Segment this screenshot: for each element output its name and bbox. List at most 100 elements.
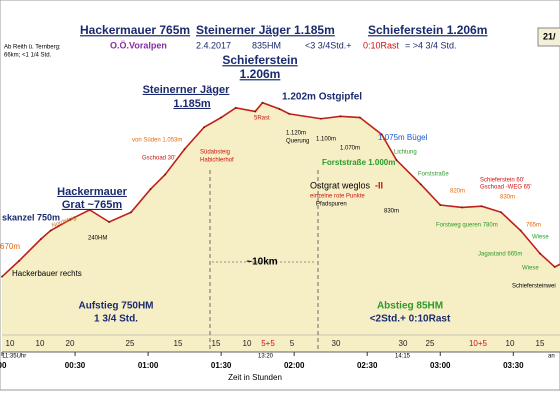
annotation: Ostgrat weglos	[310, 180, 371, 190]
title-part: Schieferstein 1.206m	[368, 23, 487, 37]
x-tick-label: 02:30	[357, 361, 378, 370]
profile-point	[461, 206, 464, 209]
x-tick-label: 01:00	[138, 361, 159, 370]
segment-label: 30	[332, 339, 341, 348]
annotation: Forstweg queren 780m	[436, 223, 498, 229]
annotation: 66km; <1 1/4 Std.	[4, 53, 52, 59]
subtitle-part: 0:10Rast	[363, 40, 400, 50]
frame	[0, 0, 560, 391]
x-axis-label: Zeit in Stunden	[228, 373, 282, 382]
plot: 00 00:30 01:00 01:30 02:00 02:30 03:00 03:30 10 1…	[0, 101, 560, 382]
subtitle-part: 835HM	[252, 40, 281, 50]
annotation: 1.100m	[316, 137, 336, 143]
annotation: Wiese	[522, 266, 539, 272]
profile-point	[49, 229, 52, 232]
segment-label: 15	[212, 339, 221, 348]
profile-point	[395, 159, 398, 161]
profile-point	[553, 266, 556, 268]
segment-label: 5+5	[261, 339, 275, 348]
x-tick-label: 03:00	[430, 361, 451, 370]
x-tick-label: 00	[0, 361, 7, 370]
segment-label: 20	[66, 339, 75, 348]
profile-point	[40, 238, 42, 240]
annotation: Wiese	[532, 235, 549, 241]
profile-point	[254, 110, 257, 113]
profile-point	[234, 106, 237, 109]
annotation: von Süden 1.053m	[132, 138, 182, 144]
time-label: 11:35Uhr	[2, 354, 26, 360]
annotation: ~10km	[246, 257, 278, 268]
profile-point	[419, 183, 422, 186]
annotation: Schiefersteinwei	[512, 284, 556, 290]
segment-label: 15	[536, 339, 545, 348]
profile-point	[108, 221, 111, 223]
segment-label: 5	[290, 339, 295, 348]
annotation: 1 3/4 Std.	[94, 314, 138, 325]
annotation: Forststraße	[418, 172, 449, 178]
annotation: 830m	[500, 195, 515, 201]
annotation: Steinerner Jäger	[143, 84, 231, 96]
subtitle-part: 2.4.2017	[196, 40, 231, 50]
segment-label: 10+5	[469, 339, 488, 348]
x-tick-label: 01:30	[211, 361, 232, 370]
x-tick-label: 02:00	[284, 361, 305, 370]
segment-label: 10	[6, 339, 15, 348]
profile-point	[149, 188, 152, 191]
profile-point	[183, 148, 186, 151]
annotation: Jagastand 665m	[478, 252, 522, 258]
subtitle-part: = >4 3/4 Std.	[405, 40, 457, 50]
x-tick-label: 00:30	[65, 361, 86, 370]
annotation: Aufstieg 750HM	[78, 301, 153, 312]
annotation: Hackerbauer rechts	[12, 269, 82, 278]
profile-point	[1, 275, 3, 278]
annotation: 240HM	[88, 236, 107, 242]
segment-label: 15	[174, 339, 183, 348]
annotation: Forststraße 1.000m	[322, 158, 395, 167]
profile-point	[500, 211, 503, 214]
profile-point	[18, 259, 20, 262]
profile-point	[519, 229, 522, 232]
annotation: Abstieg 85HM	[377, 301, 443, 312]
annotation: Südabsteig	[200, 150, 230, 156]
annotation: skanzel 750m	[2, 212, 60, 222]
profile-point	[288, 112, 291, 115]
profile-point	[380, 133, 383, 136]
annotation: 1.070m	[340, 146, 360, 152]
annotation: Grat ~765m	[62, 199, 122, 211]
profile-point	[339, 115, 342, 118]
annotation: Pfadspuren	[316, 202, 347, 208]
profile-point	[164, 173, 167, 176]
annotation: Ab Reith ü. Ternberg:	[4, 45, 61, 51]
segment-label: 30	[399, 339, 408, 348]
profile-point	[261, 101, 264, 104]
annotation: Hackermauer	[57, 186, 127, 198]
annotation: 1.202m Ostgipfel	[282, 92, 362, 103]
annotation: Gschoad -WEG 65'	[480, 185, 532, 191]
time-label: 13:20	[258, 354, 274, 360]
annotation: 670m	[0, 242, 20, 251]
profile-point	[278, 108, 281, 110]
annotation: <2Std.+ 0:10Rast	[370, 314, 451, 325]
segment-label: 10	[36, 339, 45, 348]
annotation: 1.206m	[240, 67, 281, 81]
annotation: einzelne rote Punkte	[310, 194, 365, 200]
corner-box	[537, 27, 560, 47]
title-part: Hackermauer 765m	[80, 23, 190, 37]
profile-point	[439, 204, 442, 206]
segment-label: 25	[426, 339, 435, 348]
segment-label: 10	[506, 339, 515, 348]
profile-point	[480, 205, 483, 208]
segment-label: 25	[126, 339, 135, 348]
title-part: Steinerner Jäger 1.185m	[196, 23, 335, 37]
annotation: 765m	[526, 223, 541, 229]
profile-point	[88, 208, 91, 211]
annotation: 1.075m Bügel	[378, 133, 428, 142]
annotation: Lichtung	[394, 150, 417, 156]
annotation: 830m	[384, 209, 399, 215]
corner-label: 21/	[543, 31, 556, 41]
profile-point	[320, 117, 322, 120]
annotation: Schieferstein 60'	[480, 178, 524, 184]
annotation: -II	[375, 180, 383, 190]
annotation: Gschoad 30'	[142, 156, 176, 162]
